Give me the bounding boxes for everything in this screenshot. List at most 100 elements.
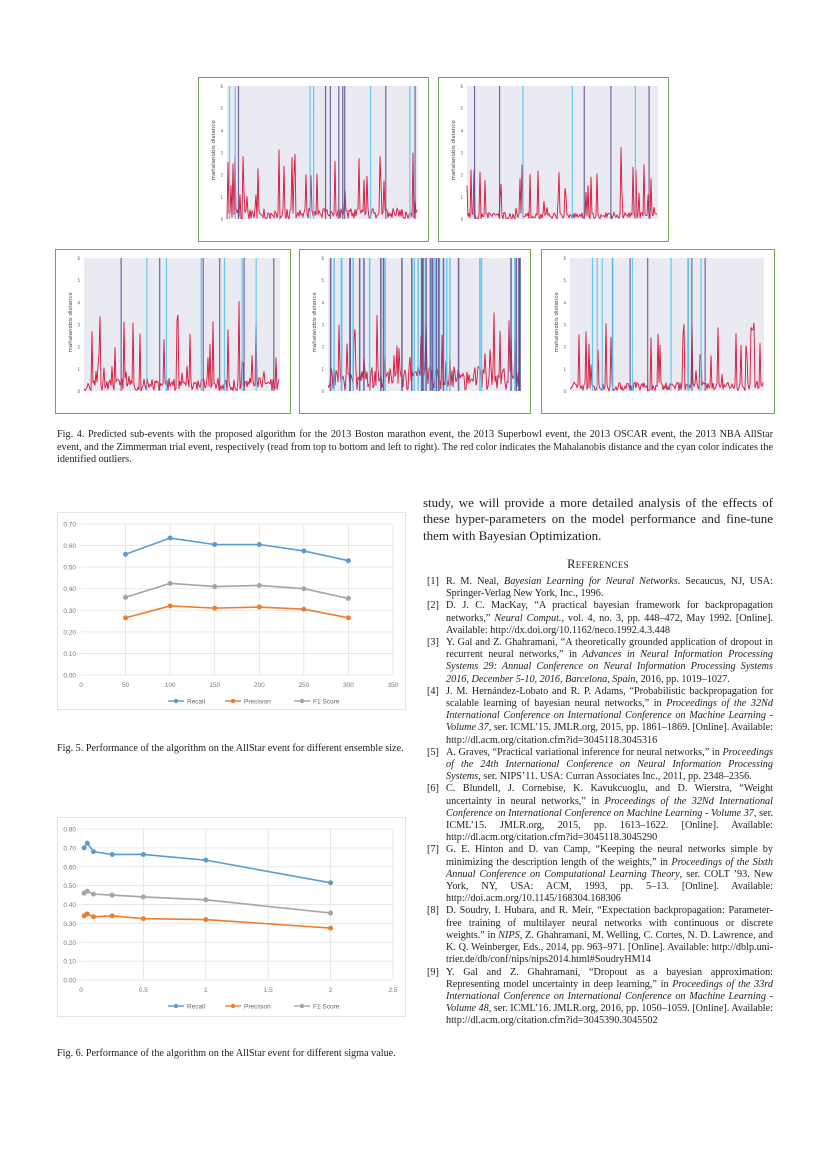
y-tick-label: 1 bbox=[321, 367, 324, 372]
y-tick-label: 0 bbox=[563, 389, 566, 394]
reference-item: [7] G. E. Hinton and D. van Camp, “Keepin… bbox=[423, 844, 773, 905]
reference-item: [1] R. M. Neal, Bayesian Learning for Neu… bbox=[423, 576, 773, 600]
fig5-chart: 0.00 0.10 0.20 0.30 0.40 0.50 0.60 0.70 0 50 100 15… bbox=[57, 512, 406, 710]
outlier-band bbox=[431, 258, 434, 391]
y-tick-label: 4 bbox=[460, 128, 463, 133]
data-point bbox=[167, 535, 173, 541]
y-axis-label: mahalanobis distance bbox=[68, 292, 74, 353]
outlier-band bbox=[344, 86, 346, 219]
y-tick-label: 0.20 bbox=[63, 629, 76, 636]
y-tick-label: 6 bbox=[460, 84, 463, 89]
data-point bbox=[328, 910, 334, 916]
y-tick-label: 1 bbox=[563, 367, 566, 372]
references-heading: References bbox=[567, 557, 629, 571]
outlier-band bbox=[480, 258, 483, 391]
mahalanobis-plot: 0 1 2 3 4 5 6 mahalanobis distance bbox=[68, 256, 280, 394]
outlier-band bbox=[414, 86, 416, 219]
outlier-band bbox=[631, 258, 634, 391]
legend-marker bbox=[299, 698, 305, 704]
outlier-band bbox=[670, 258, 672, 391]
x-tick-label: 100 bbox=[165, 682, 176, 689]
data-point bbox=[84, 888, 90, 894]
outlier-band bbox=[411, 258, 413, 391]
data-point bbox=[140, 916, 146, 922]
outlier-band bbox=[449, 258, 451, 391]
data-point bbox=[81, 845, 87, 851]
outlier-band bbox=[241, 258, 243, 391]
outlier-band bbox=[309, 86, 311, 219]
y-axis-label: mahalanobis distance bbox=[554, 292, 560, 353]
y-tick-label: 5 bbox=[321, 278, 324, 283]
reference-item: [3] Y. Gal and Z. Ghahramani, “A theoreti… bbox=[423, 637, 773, 686]
data-point bbox=[328, 880, 334, 886]
outlier-band bbox=[219, 258, 221, 391]
y-tick-label: 0.00 bbox=[63, 673, 76, 680]
outlier-band bbox=[342, 86, 344, 219]
y-tick-label: 0.50 bbox=[63, 883, 76, 890]
x-tick-label: 250 bbox=[298, 682, 309, 689]
legend-label: Precision bbox=[244, 699, 271, 706]
outlier-band bbox=[425, 258, 427, 391]
outlier-band bbox=[691, 258, 693, 391]
outlier-band bbox=[273, 258, 275, 391]
y-tick-label: 4 bbox=[563, 300, 566, 305]
fig6-caption: Fig. 6. Performance of the algorithm on … bbox=[57, 1048, 396, 1059]
y-tick-label: 4 bbox=[321, 300, 324, 305]
mahalanobis-plot: 0 1 2 3 4 5 6 mahalanobis distance bbox=[451, 84, 658, 222]
outlier-band bbox=[479, 258, 481, 391]
legend-marker bbox=[173, 1003, 179, 1009]
outlier-band bbox=[382, 258, 385, 391]
outlier-band bbox=[223, 258, 226, 391]
y-tick-label: 2 bbox=[563, 345, 566, 350]
y-tick-label: 0.60 bbox=[63, 543, 76, 550]
data-point bbox=[345, 615, 351, 621]
outlier-band bbox=[457, 258, 460, 391]
outlier-band bbox=[385, 86, 387, 219]
data-point bbox=[203, 917, 209, 923]
y-tick-label: 0 bbox=[77, 389, 80, 394]
outlier-band bbox=[401, 258, 403, 391]
y-axis-label: mahalanobis distance bbox=[312, 292, 318, 353]
data-point bbox=[345, 595, 351, 601]
y-tick-label: 1 bbox=[220, 195, 223, 200]
data-point bbox=[256, 582, 262, 588]
outlier-band bbox=[349, 258, 351, 391]
outlier-band bbox=[429, 258, 431, 391]
data-point bbox=[256, 541, 262, 547]
series-line-precision bbox=[125, 605, 349, 619]
y-tick-label: 0.70 bbox=[63, 522, 76, 529]
outlier-band bbox=[704, 258, 706, 391]
data-point bbox=[301, 586, 307, 592]
x-tick-label: 2.5 bbox=[388, 987, 397, 994]
y-tick-label: 2 bbox=[321, 345, 324, 350]
outlier-band bbox=[234, 86, 236, 219]
data-point bbox=[301, 548, 307, 554]
outlier-band bbox=[420, 258, 423, 391]
reference-number: [4] bbox=[427, 685, 439, 697]
outlier-band bbox=[610, 86, 612, 219]
reference-text: G. E. Hinton and D. van Camp, “Keeping t… bbox=[446, 844, 774, 905]
legend-label: Recall bbox=[187, 699, 206, 706]
x-tick-label: 150 bbox=[209, 682, 220, 689]
y-tick-label: 5 bbox=[563, 278, 566, 283]
y-tick-label: 0.10 bbox=[63, 959, 76, 966]
y-tick-label: 0.00 bbox=[63, 978, 76, 985]
outlier-band bbox=[498, 86, 501, 219]
series-line-recall bbox=[125, 537, 349, 562]
reference-text: D. J. C. MacKay, “A practical bayesian f… bbox=[446, 600, 773, 636]
x-tick-label: 200 bbox=[254, 682, 265, 689]
outlier-band bbox=[445, 258, 448, 391]
outlier-band bbox=[200, 258, 202, 391]
outlier-band bbox=[120, 258, 122, 391]
y-tick-label: 4 bbox=[220, 128, 223, 133]
y-tick-label: 2 bbox=[460, 173, 463, 178]
outlier-band bbox=[363, 258, 365, 391]
reference-item: [6] C. Blundell, J. Cornebise, K. Kavukcu… bbox=[423, 783, 773, 844]
outlier-band bbox=[384, 258, 386, 391]
x-tick-label: 350 bbox=[388, 682, 399, 689]
reference-text: D. Soudry, I. Hubara, and R. Meir, “Expe… bbox=[446, 905, 773, 966]
x-tick-label: 1.5 bbox=[264, 987, 273, 994]
legend-marker bbox=[299, 1003, 305, 1009]
outlier-band bbox=[324, 86, 327, 219]
